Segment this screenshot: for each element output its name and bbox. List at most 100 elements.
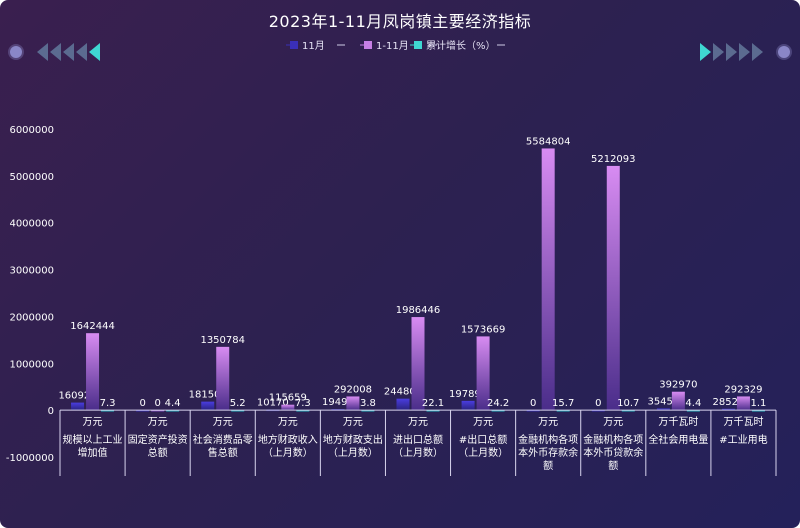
chevron-left-icon xyxy=(63,43,74,61)
bar-growth xyxy=(556,410,570,412)
bar-ytd xyxy=(606,165,620,411)
y-tick-label: 1000000 xyxy=(9,359,54,370)
chevron-right-icon xyxy=(700,43,711,61)
data-label: 22.1 xyxy=(422,398,444,409)
bar-month xyxy=(71,402,85,411)
decor-left-arrows xyxy=(10,42,101,62)
x-category-label: 增加值 xyxy=(78,446,108,459)
legend-label-1: 1-11月 xyxy=(376,40,409,52)
data-label: 5212093 xyxy=(591,154,636,165)
bar-ytd xyxy=(476,336,490,411)
data-label: 0 xyxy=(139,398,145,409)
x-category-label: （上月数） xyxy=(393,446,443,459)
decor-dot-right-icon xyxy=(778,46,790,58)
x-category-label: 固定资产投资 xyxy=(128,433,188,446)
data-label: 1.1 xyxy=(751,398,767,409)
chevron-right-icon xyxy=(726,43,737,61)
bar-month xyxy=(656,408,670,411)
x-unit-label: 万元 xyxy=(343,417,363,428)
chevron-left-icon xyxy=(50,43,61,61)
bar-month xyxy=(461,400,475,411)
y-tick-label: 2000000 xyxy=(9,312,54,323)
bar-month xyxy=(136,410,150,412)
chevron-left-icon xyxy=(37,43,48,61)
chevron-right-icon xyxy=(713,43,724,61)
x-category-label: 全社会用电量 xyxy=(648,433,708,446)
y-tick-label: 6000000 xyxy=(9,125,54,136)
bar-growth xyxy=(751,410,765,412)
data-label: 35457 xyxy=(647,396,679,407)
bar-month xyxy=(201,401,215,411)
x-unit-label: 万元 xyxy=(278,417,298,428)
bar-growth xyxy=(296,410,310,412)
x-category-label: 售总额 xyxy=(208,446,238,459)
x-category-label: #出口总额 xyxy=(459,433,507,446)
bar-ytd xyxy=(281,404,295,411)
x-unit-label: 万千瓦时 xyxy=(658,416,698,428)
x-unit-label: 万元 xyxy=(408,417,428,428)
y-tick-label: 4000000 xyxy=(9,219,54,230)
chevron-left-icon xyxy=(76,43,87,61)
x-category-label: 本外币存款余 xyxy=(518,446,578,459)
y-tick-label: 5000000 xyxy=(9,172,54,183)
x-category-label: 规模以上工业 xyxy=(63,433,123,446)
data-label: 1986446 xyxy=(396,305,441,316)
decor-right-arrows xyxy=(699,42,790,62)
x-category-label: 社会消费品零 xyxy=(193,433,253,446)
x-unit-label: 万千瓦时 xyxy=(723,416,763,428)
y-tick-label: 3000000 xyxy=(9,266,54,277)
data-label: 19499 xyxy=(322,397,354,408)
chevron-left-icon xyxy=(89,43,100,61)
bar-growth xyxy=(101,410,115,412)
data-label: 0 xyxy=(154,398,160,409)
x-unit-label: 万元 xyxy=(473,417,493,428)
x-category-label: 地方财政收入 xyxy=(258,433,318,446)
x-category-label: （上月数） xyxy=(458,446,508,459)
bar-growth xyxy=(426,410,440,412)
data-label: 7.3 xyxy=(100,398,116,409)
data-label: 1350784 xyxy=(200,335,245,346)
data-label: 1642444 xyxy=(70,321,115,332)
x-category-label: 额 xyxy=(608,459,618,472)
y-tick-label: 0 xyxy=(48,406,54,417)
x-category-label: #工业用电 xyxy=(719,433,767,446)
data-label: 24.2 xyxy=(487,398,509,409)
x-category-label: 进出口总额 xyxy=(393,433,443,446)
data-label: 28528 xyxy=(713,397,745,408)
data-label: 244809 xyxy=(384,387,422,398)
x-unit-label: 万元 xyxy=(538,417,558,428)
bar-growth xyxy=(491,410,505,412)
data-label: 0 xyxy=(595,398,601,409)
x-unit-label: 万元 xyxy=(83,417,103,428)
bar-month xyxy=(721,408,735,411)
x-category-label: 本外币贷款余 xyxy=(583,446,643,459)
data-label: 181500 xyxy=(189,390,227,401)
data-label: 160921 xyxy=(58,391,96,402)
bar-growth xyxy=(361,410,375,412)
chevron-right-icon xyxy=(752,43,763,61)
bar-growth xyxy=(621,410,635,412)
bar-ytd xyxy=(736,396,750,411)
data-label: 5584804 xyxy=(526,136,571,147)
bar-month xyxy=(526,410,540,412)
x-category-label: 金融机构各项 xyxy=(583,433,643,446)
data-label: 15.7 xyxy=(552,398,574,409)
chart-title: 2023年1-11月凤岗镇主要经济指标 xyxy=(268,12,532,31)
data-label: 292329 xyxy=(724,384,762,395)
data-label: 7.3 xyxy=(295,398,311,409)
x-category-label: 金融机构各项 xyxy=(518,433,578,446)
bar-ytd xyxy=(151,410,165,412)
data-label: 10.7 xyxy=(617,398,639,409)
legend-swatch-0 xyxy=(290,41,298,49)
x-category-label: （上月数） xyxy=(328,446,378,459)
data-label: 1573669 xyxy=(461,324,506,335)
bar-ytd xyxy=(671,391,685,411)
x-unit-label: 万元 xyxy=(213,417,233,428)
data-label: 115659 xyxy=(269,393,307,404)
bar-growth xyxy=(686,410,700,412)
bar-growth xyxy=(231,410,245,412)
data-label: 392970 xyxy=(659,380,697,391)
legend-swatch-2 xyxy=(414,41,422,49)
